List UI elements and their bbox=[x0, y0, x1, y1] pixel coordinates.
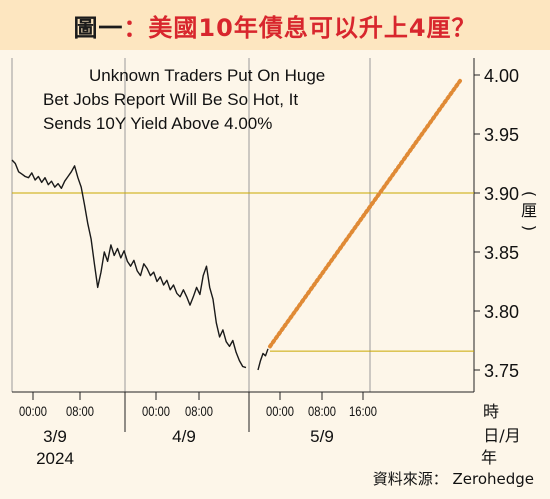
chart-title-figure-number: 圖一 bbox=[73, 13, 124, 42]
chart-title: 圖一 ：美國10年債息可以升上4厘？ bbox=[0, 0, 550, 50]
x-tick-label: 00:00 bbox=[266, 403, 294, 419]
chart-subtitle-line-2: Bet Jobs Report Will Be So Hot, It bbox=[43, 90, 299, 109]
chart-subtitle-line-3: Sends 10Y Yield Above 4.00% bbox=[43, 114, 273, 133]
x-tick-label: 00:00 bbox=[142, 403, 170, 419]
source-credit: 資料來源： Zerohedge bbox=[372, 470, 534, 488]
y-axis-unit-char: 厘 bbox=[521, 201, 537, 220]
projected-yield-line bbox=[268, 78, 462, 349]
date-label: 4/9 bbox=[172, 427, 196, 446]
y-tick-label: 3.85 bbox=[484, 243, 519, 263]
x-tick-label: 00:00 bbox=[19, 403, 47, 419]
yield-series-line-late bbox=[257, 348, 269, 371]
year-label: 2024 bbox=[36, 449, 74, 468]
date-label: 3/9 bbox=[43, 427, 67, 446]
y-axis-unit-char: ) bbox=[520, 225, 539, 231]
title-banner bbox=[0, 0, 550, 50]
x-axis-unit-date: 日/月 bbox=[483, 426, 520, 445]
y-tick-label: 4.00 bbox=[484, 66, 519, 86]
yield-series-line bbox=[11, 159, 247, 369]
x-tick-label: 08:00 bbox=[185, 403, 213, 419]
x-tick-label: 08:00 bbox=[66, 403, 94, 419]
chart-title-text: ：美國10年債息可以升上4厘？ bbox=[123, 13, 477, 42]
y-axis-unit-char: ( bbox=[520, 191, 539, 197]
x-axis-unit-year: 年 bbox=[481, 448, 497, 467]
date-label: 5/9 bbox=[310, 427, 334, 446]
x-tick-label: 08:00 bbox=[308, 403, 336, 419]
y-tick-label: 3.75 bbox=[484, 361, 519, 381]
x-axis-unit-time: 時 bbox=[483, 402, 499, 421]
chart-subtitle-line-1: Unknown Traders Put On Huge bbox=[89, 66, 326, 85]
y-tick-label: 3.95 bbox=[484, 125, 519, 145]
x-tick-label: 16:00 bbox=[349, 403, 377, 419]
y-tick-label: 3.90 bbox=[484, 184, 519, 204]
y-tick-label: 3.80 bbox=[484, 302, 519, 322]
